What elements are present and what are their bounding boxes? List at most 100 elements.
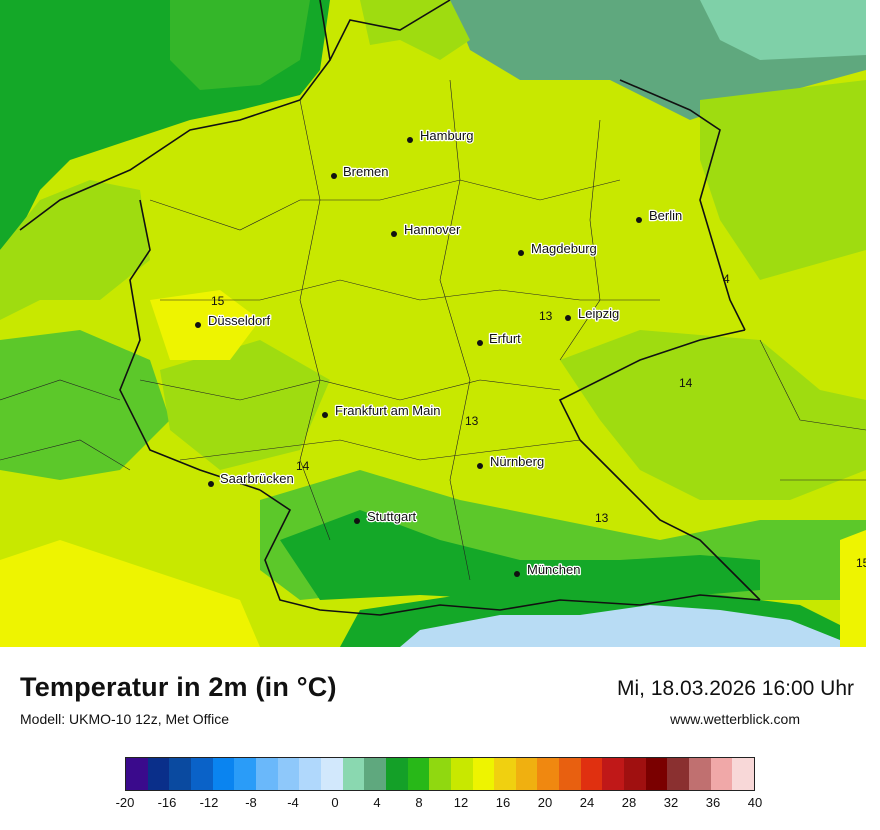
isotherm-label: 4: [723, 272, 730, 286]
legend-swatch: [515, 758, 538, 790]
city-markers: Hamburg Bremen Berlin Hannover Magdeburg…: [195, 127, 684, 578]
legend-tick-label: 20: [537, 795, 553, 810]
legend-swatch: [472, 758, 495, 790]
legend-swatch: [645, 758, 668, 790]
svg-text:Hannover: Hannover: [404, 222, 461, 237]
svg-text:Erfurt: Erfurt: [489, 331, 521, 346]
warm-south-west: [0, 540, 260, 647]
svg-text:Frankfurt am Main: Frankfurt am Main: [335, 403, 440, 418]
legend-swatch: [212, 758, 235, 790]
legend-swatch: [537, 758, 560, 790]
city-saarbruecken: Saarbrücken: [208, 470, 295, 487]
legend-tick-label: 28: [621, 795, 637, 810]
city-stuttgart: Stuttgart: [354, 508, 418, 525]
city-hamburg: Hamburg: [407, 127, 475, 144]
warm-west: [150, 290, 260, 360]
svg-text:Magdeburg: Magdeburg: [531, 241, 597, 256]
forecast-date: Mi, 18.03.2026 16:00 Uhr: [617, 677, 854, 700]
svg-text:Bremen: Bremen: [343, 164, 389, 179]
color-legend: [125, 757, 755, 791]
legend-tick-label: -12: [199, 795, 219, 810]
warm-east: [840, 530, 866, 647]
region-borders: [0, 79, 866, 581]
legend-ticks: -20 -16 -12 -8 -4 0 4 8 12 16 20 24 28 32 36 40: [116, 795, 763, 815]
legend-tick-label: 12: [453, 795, 469, 810]
city-erfurt: Erfurt: [477, 330, 522, 347]
legend-swatch: [234, 758, 256, 790]
svg-text:Leipzig: Leipzig: [578, 306, 619, 321]
legend-swatch: [320, 758, 343, 790]
city-berlin: Berlin: [636, 207, 684, 224]
legend-tick-label: 0: [331, 795, 339, 810]
legend-tick-label: 8: [415, 795, 423, 810]
legend-swatch: [450, 758, 473, 790]
legend-swatch: [602, 758, 625, 790]
legend-swatch: [342, 758, 365, 790]
baltic-sea-light: [700, 0, 866, 60]
isotherm-label: 14: [679, 376, 693, 390]
svg-text:Nürnberg: Nürnberg: [490, 454, 544, 469]
legend-swatch: [732, 758, 755, 790]
legend-tick-label: 4: [373, 795, 381, 810]
svg-text:Stuttgart: Stuttgart: [367, 509, 417, 524]
city-leipzig: Leipzig: [565, 305, 620, 322]
legend-swatch: [429, 758, 451, 790]
legend-swatch: [299, 758, 321, 790]
website-link[interactable]: www.wetterblick.com: [670, 711, 800, 727]
city-muenchen: München: [514, 561, 582, 578]
isotherm-labels: 15 13 4 14 13 14 13 15: [211, 272, 866, 570]
map-title: Temperatur in 2m (in °C): [20, 672, 337, 702]
belgium-green: [0, 330, 170, 480]
alps-snow: [400, 605, 866, 647]
svg-text:Berlin: Berlin: [649, 208, 682, 223]
south-dark-green: [280, 510, 760, 600]
isotherm-label: 13: [595, 511, 609, 525]
svg-text:Düsseldorf: Düsseldorf: [208, 313, 271, 328]
legend-swatch: [169, 758, 191, 790]
city-duesseldorf: Düsseldorf: [195, 312, 272, 329]
legend-swatch: [277, 758, 300, 790]
legend-tick-label: 16: [495, 795, 511, 810]
legend-swatch: [385, 758, 408, 790]
legend-swatch: [190, 758, 213, 790]
legend-swatch: [147, 758, 170, 790]
legend-tick-label: 24: [579, 795, 595, 810]
central-green: [160, 340, 330, 470]
legend-tick-label: -16: [157, 795, 177, 810]
legend-swatch: [364, 758, 386, 790]
north-sea: [0, 0, 330, 250]
legend-tick-label: -4: [287, 795, 299, 810]
model-info: Modell: UKMO-10 12z, Met Office: [20, 711, 230, 727]
legend-swatch: [580, 758, 603, 790]
isotherm-label: 13: [539, 309, 553, 323]
svg-text:Saarbrücken: Saarbrücken: [220, 471, 294, 486]
svg-text:München: München: [527, 562, 580, 577]
isotherm-label: 15: [856, 556, 866, 570]
legend-swatch: [407, 758, 430, 790]
legend-swatch: [559, 758, 581, 790]
legend-swatch: [255, 758, 278, 790]
legend-tick-label: 40: [747, 795, 763, 810]
legend-swatch: [689, 758, 711, 790]
city-bremen: Bremen: [331, 163, 390, 180]
city-hannover: Hannover: [391, 221, 462, 238]
czech-border-green: [560, 330, 866, 500]
poland-green: [700, 80, 866, 280]
legend-tick-label: 32: [663, 795, 679, 810]
city-magdeburg: Magdeburg: [518, 240, 598, 257]
city-nuernberg: Nürnberg: [477, 453, 545, 470]
isotherm-label: 14: [296, 459, 310, 473]
footer: [0, 647, 880, 830]
north-sea-inner: [170, 0, 310, 90]
city-frankfurt: Frankfurt am Main: [322, 402, 442, 419]
legend-tick-label: -20: [115, 795, 135, 810]
legend-tick-label: -8: [245, 795, 257, 810]
netherlands-green: [0, 180, 150, 320]
isotherm-label: 15: [211, 294, 225, 308]
legend-tick-label: 36: [705, 795, 721, 810]
isotherm-label: 13: [465, 414, 479, 428]
legend-swatch: [667, 758, 690, 790]
denmark: [360, 0, 470, 60]
legend-swatch: [710, 758, 733, 790]
svg-text:Hamburg: Hamburg: [420, 128, 473, 143]
